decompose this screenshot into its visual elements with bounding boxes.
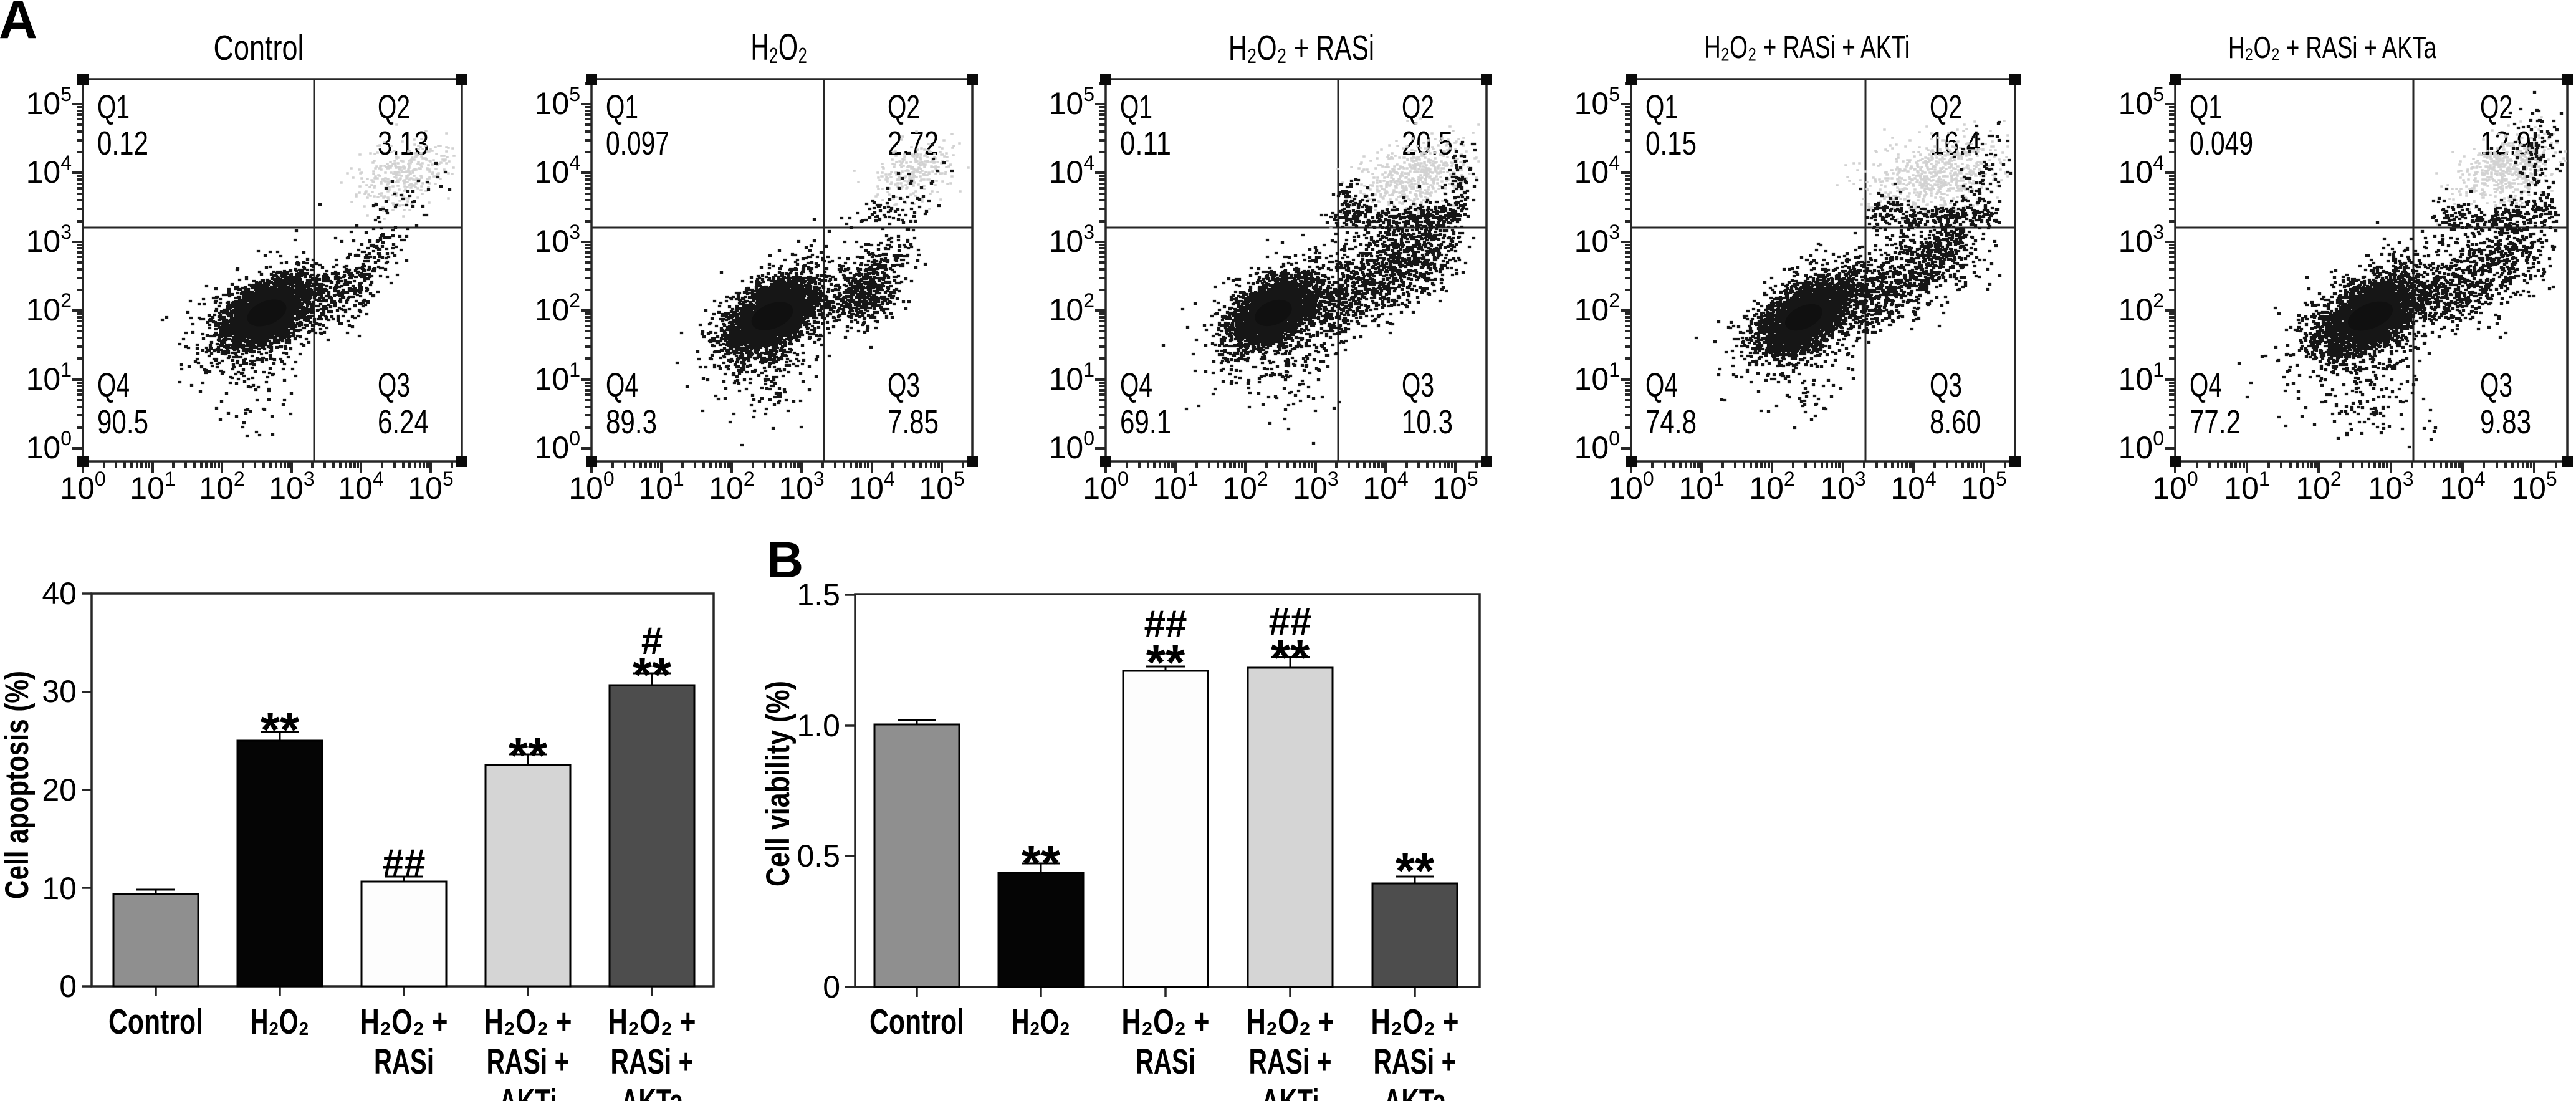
svg-text:**: ** <box>261 702 300 757</box>
svg-text:20: 20 <box>42 772 77 807</box>
svg-text:Q4: Q4 <box>1645 367 1678 404</box>
svg-text:RASi: RASi <box>1136 1042 1195 1082</box>
svg-text:Cell viability (%): Cell viability (%) <box>760 681 797 887</box>
svg-text:**: ** <box>509 728 548 783</box>
svg-text:Q1: Q1 <box>1120 89 1152 126</box>
svg-text:Q4: Q4 <box>1120 367 1152 404</box>
svg-text:102: 102 <box>1574 289 1620 327</box>
svg-text:89.3: 89.3 <box>606 403 657 441</box>
svg-text:Control: Control <box>214 28 304 68</box>
svg-text:0: 0 <box>823 969 840 1004</box>
svg-text:8.60: 8.60 <box>1930 403 1981 441</box>
svg-text:Control: Control <box>108 1002 203 1042</box>
svg-text:1.0: 1.0 <box>797 708 840 743</box>
svg-text:AKTi: AKTi <box>499 1082 557 1101</box>
svg-text:Q2: Q2 <box>888 89 920 126</box>
svg-text:**: ** <box>1022 835 1061 891</box>
svg-text:0.12: 0.12 <box>97 125 148 162</box>
svg-text:H₂O₂ +: H₂O₂ + <box>1247 1002 1334 1042</box>
svg-text:10.3: 10.3 <box>1402 403 1453 441</box>
svg-text:105: 105 <box>1049 83 1094 121</box>
svg-text:Cell apoptosis (%): Cell apoptosis (%) <box>0 671 36 899</box>
svg-text:40: 40 <box>42 576 77 611</box>
svg-text:**: ** <box>1271 630 1310 685</box>
svg-text:104: 104 <box>849 468 894 506</box>
svg-text:77.2: 77.2 <box>2190 403 2241 441</box>
svg-text:0.049: 0.049 <box>2190 125 2253 162</box>
svg-text:H₂O₂ +: H₂O₂ + <box>608 1002 696 1042</box>
svg-text:B: B <box>767 532 803 589</box>
svg-text:##: ## <box>1269 600 1312 643</box>
svg-text:6.24: 6.24 <box>378 403 429 441</box>
svg-text:101: 101 <box>638 468 684 506</box>
svg-text:Q1: Q1 <box>1645 89 1678 126</box>
svg-text:74.8: 74.8 <box>1645 403 1697 441</box>
svg-text:Q1: Q1 <box>97 89 130 126</box>
svg-text:H₂O₂ + RASi: H₂O₂ + RASi <box>1228 28 1374 68</box>
svg-text:H₂O₂: H₂O₂ <box>251 1002 309 1042</box>
svg-text:RASi +: RASi + <box>487 1042 570 1082</box>
svg-text:H₂O₂ +: H₂O₂ + <box>360 1002 448 1042</box>
svg-text:104: 104 <box>26 151 72 190</box>
svg-text:##: ## <box>1144 603 1187 646</box>
svg-text:Q3: Q3 <box>2480 367 2512 404</box>
svg-text:Q2: Q2 <box>378 89 410 126</box>
svg-text:RASi: RASi <box>374 1042 434 1082</box>
svg-text:Q4: Q4 <box>97 367 130 404</box>
svg-text:RASi +: RASi + <box>1249 1042 1332 1082</box>
svg-text:Q4: Q4 <box>2190 367 2222 404</box>
svg-text:7.85: 7.85 <box>888 403 939 441</box>
svg-text:RASi +: RASi + <box>611 1042 694 1082</box>
svg-text:0.11: 0.11 <box>1120 125 1171 162</box>
svg-text:H₂O₂ +: H₂O₂ + <box>1122 1002 1210 1042</box>
svg-text:9.83: 9.83 <box>2480 403 2531 441</box>
svg-text:30: 30 <box>42 674 77 709</box>
svg-text:AKTi: AKTi <box>1262 1082 1319 1101</box>
svg-text:**: ** <box>1396 843 1435 898</box>
svg-text:Control: Control <box>869 1002 964 1042</box>
svg-text:**: ** <box>633 647 672 703</box>
svg-text:Q1: Q1 <box>606 89 638 126</box>
svg-text:Q2: Q2 <box>1402 89 1434 126</box>
svg-text:**: ** <box>1146 635 1185 690</box>
svg-text:##: ## <box>383 842 426 885</box>
svg-text:69.1: 69.1 <box>1120 403 1171 441</box>
svg-text:#: # <box>641 620 663 663</box>
svg-text:103: 103 <box>2119 221 2164 259</box>
svg-text:105: 105 <box>1574 83 1620 121</box>
svg-text:H₂O₂ + RASi + AKTi: H₂O₂ + RASi + AKTi <box>1704 29 1910 65</box>
svg-text:A: A <box>0 0 37 50</box>
svg-text:Q3: Q3 <box>378 367 410 404</box>
svg-text:104: 104 <box>535 151 580 190</box>
svg-text:H₂O₂ +: H₂O₂ + <box>484 1002 572 1042</box>
svg-text:Q3: Q3 <box>888 367 920 404</box>
svg-text:0.5: 0.5 <box>797 839 840 873</box>
svg-text:103: 103 <box>1574 221 1620 259</box>
svg-text:Q2: Q2 <box>1930 89 1962 126</box>
svg-text:Q4: Q4 <box>606 367 638 404</box>
svg-text:Q3: Q3 <box>1930 367 1962 404</box>
svg-text:101: 101 <box>2119 358 2164 397</box>
svg-text:H₂O₂ + RASi + AKTa: H₂O₂ + RASi + AKTa <box>2228 31 2437 65</box>
svg-text:10: 10 <box>42 871 77 906</box>
svg-text:Q2: Q2 <box>2480 89 2512 126</box>
svg-text:102: 102 <box>26 289 72 327</box>
svg-text:AKTa: AKTa <box>1384 1082 1447 1101</box>
svg-text:H₂O₂: H₂O₂ <box>751 26 808 68</box>
svg-text:Q1: Q1 <box>2190 89 2222 126</box>
svg-text:0.15: 0.15 <box>1645 125 1697 162</box>
svg-text:0.097: 0.097 <box>606 125 669 162</box>
svg-text:1.5: 1.5 <box>797 577 840 612</box>
svg-text:H₂O₂: H₂O₂ <box>1012 1002 1070 1042</box>
svg-text:90.5: 90.5 <box>97 403 148 441</box>
svg-text:103: 103 <box>269 468 314 506</box>
svg-text:RASi +: RASi + <box>1374 1042 1457 1082</box>
svg-text:Q3: Q3 <box>1402 367 1434 404</box>
svg-text:AKTa: AKTa <box>621 1082 684 1101</box>
svg-text:H₂O₂ +: H₂O₂ + <box>1371 1002 1459 1042</box>
svg-text:0: 0 <box>59 969 77 1004</box>
